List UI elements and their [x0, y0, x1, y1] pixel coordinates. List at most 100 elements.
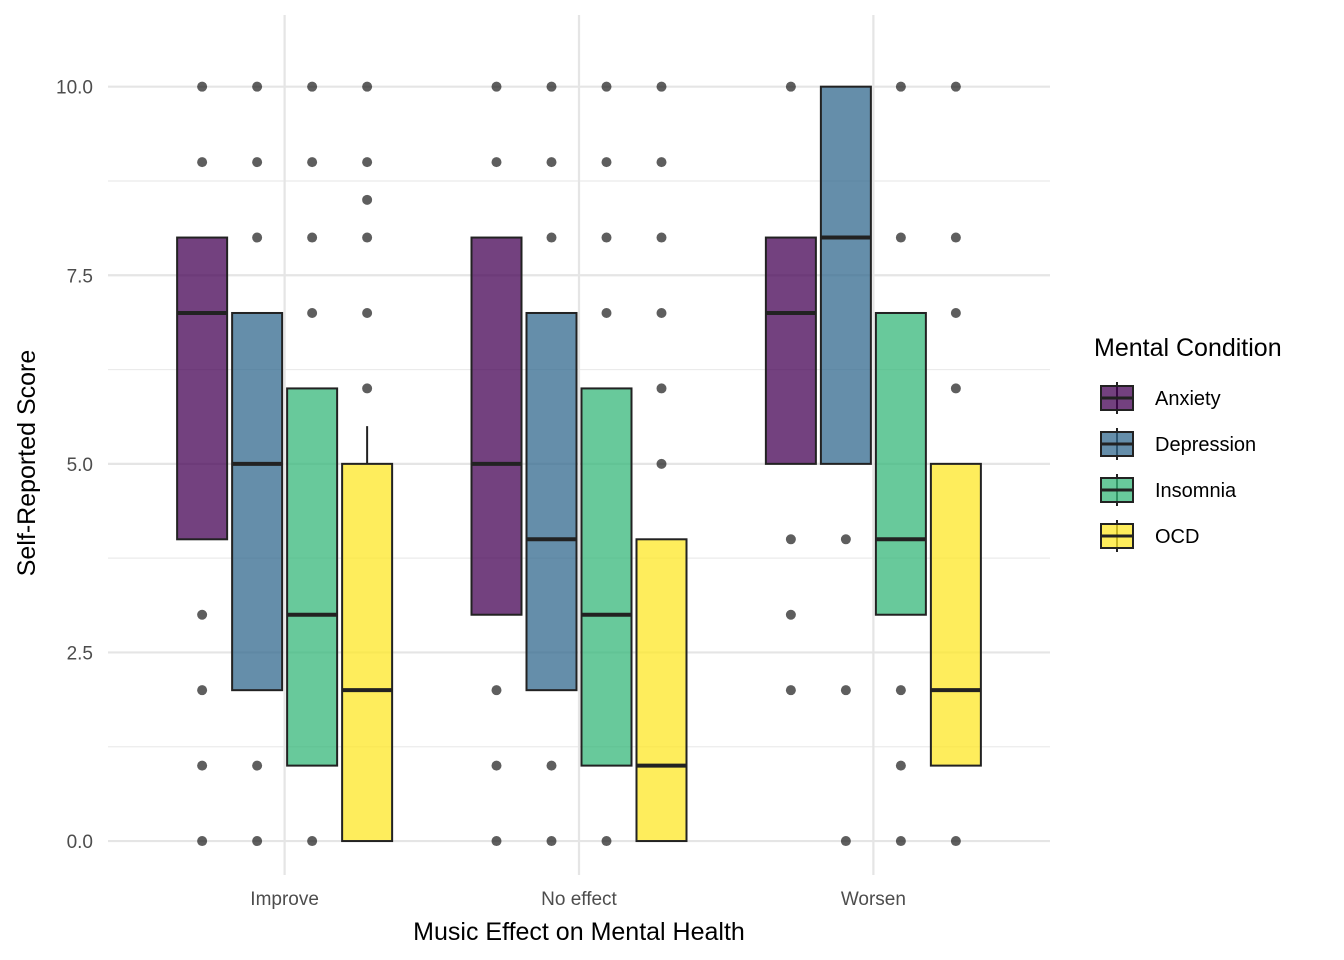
y-tick-label: 10.0 [56, 78, 93, 99]
box-rect [635, 538, 688, 843]
x-tick-label: No effect [541, 889, 617, 910]
box-depression-worsen [819, 85, 872, 465]
box-ocd-no-effect [635, 538, 688, 843]
outlier-point [546, 81, 557, 92]
outlier-point [491, 836, 502, 847]
outlier-point [252, 836, 263, 847]
x-tick-label: Improve [250, 889, 319, 910]
outlier-point [546, 232, 557, 243]
outlier-point [252, 157, 263, 168]
box-depression-improve [231, 311, 284, 692]
outlier-point [252, 81, 263, 92]
box-depression-no-effect [525, 311, 578, 692]
outlier-point [785, 685, 796, 696]
outlier-point [840, 534, 851, 545]
outlier-point [656, 81, 667, 92]
legend-items: Anxiety Depression Insomnia OCD [1100, 382, 1256, 552]
outlier-point [197, 157, 208, 168]
box-rect [286, 387, 339, 767]
outlier-point [601, 81, 612, 92]
box-anxiety-worsen [764, 236, 817, 465]
outlier-point [307, 81, 318, 92]
outlier-point [950, 836, 961, 847]
outlier-point [307, 307, 318, 318]
legend-label: OCD [1155, 526, 1199, 548]
box-anxiety-improve [176, 236, 229, 541]
outlier-point [895, 232, 906, 243]
outlier-point [950, 307, 961, 318]
outlier-point [491, 81, 502, 92]
legend-item-insomnia: Insomnia [1100, 474, 1237, 506]
outlier-point [950, 81, 961, 92]
outlier-point [197, 760, 208, 771]
outlier-point [546, 760, 557, 771]
y-tick-labels: 0.0 2.5 5.0 7.5 10.0 [56, 78, 93, 853]
outlier-point [601, 232, 612, 243]
legend-item-depression: Depression [1100, 428, 1256, 460]
x-tick-labels: Improve No effect Worsen [250, 889, 906, 910]
outlier-point [491, 760, 502, 771]
box-rect [764, 236, 817, 465]
outlier-point [252, 232, 263, 243]
y-tick-label: 0.0 [67, 832, 93, 853]
outlier-point [546, 836, 557, 847]
outlier-point [601, 157, 612, 168]
outlier-point [785, 609, 796, 620]
outlier-point [362, 307, 373, 318]
outlier-point [785, 81, 796, 92]
box-insomnia-no-effect [580, 387, 633, 767]
outlier-point [362, 232, 373, 243]
legend-title: Mental Condition [1094, 334, 1282, 362]
box-rect [874, 311, 927, 616]
box-rect [470, 236, 523, 616]
y-axis-title: Self-Reported Score [13, 350, 41, 577]
outlier-point [840, 836, 851, 847]
outlier-point [950, 383, 961, 394]
outlier-point [362, 383, 373, 394]
outlier-point [895, 760, 906, 771]
outlier-point [197, 609, 208, 620]
box-insomnia-improve [286, 387, 339, 767]
legend-label: Depression [1155, 434, 1256, 456]
legend-item-ocd: OCD [1100, 520, 1199, 552]
box-anxiety-no-effect [470, 236, 523, 616]
legend-item-anxiety: Anxiety [1100, 382, 1221, 414]
box-layer [176, 85, 982, 843]
box-rect [580, 387, 633, 767]
outlier-point [656, 383, 667, 394]
legend: Mental Condition Anxiety Depression Insomn… [1094, 334, 1282, 552]
x-tick-label: Worsen [841, 889, 906, 910]
legend-label: Insomnia [1155, 480, 1237, 502]
outlier-point [656, 307, 667, 318]
outlier-point [950, 232, 961, 243]
outlier-point [362, 81, 373, 92]
outlier-point [895, 685, 906, 696]
outlier-point [840, 685, 851, 696]
outlier-point [656, 232, 667, 243]
outlier-point [785, 534, 796, 545]
legend-label: Anxiety [1155, 388, 1221, 410]
outlier-point [197, 81, 208, 92]
box-ocd-worsen [929, 462, 982, 767]
outlier-point [197, 685, 208, 696]
x-axis-title: Music Effect on Mental Health [413, 918, 745, 946]
box-ocd-improve [341, 426, 394, 843]
box-rect [525, 311, 578, 692]
box-rect [819, 85, 872, 465]
box-rect [231, 311, 284, 692]
outlier-layer [197, 81, 961, 847]
box-insomnia-worsen [874, 311, 927, 616]
outlier-point [895, 836, 906, 847]
outlier-point [197, 836, 208, 847]
outlier-point [656, 157, 667, 168]
outlier-point [252, 760, 263, 771]
outlier-point [362, 157, 373, 168]
box-rect [341, 462, 394, 843]
outlier-point [491, 157, 502, 168]
outlier-point [601, 836, 612, 847]
outlier-point [656, 458, 667, 469]
box-rect [929, 462, 982, 767]
outlier-point [546, 157, 557, 168]
outlier-point [362, 194, 373, 205]
